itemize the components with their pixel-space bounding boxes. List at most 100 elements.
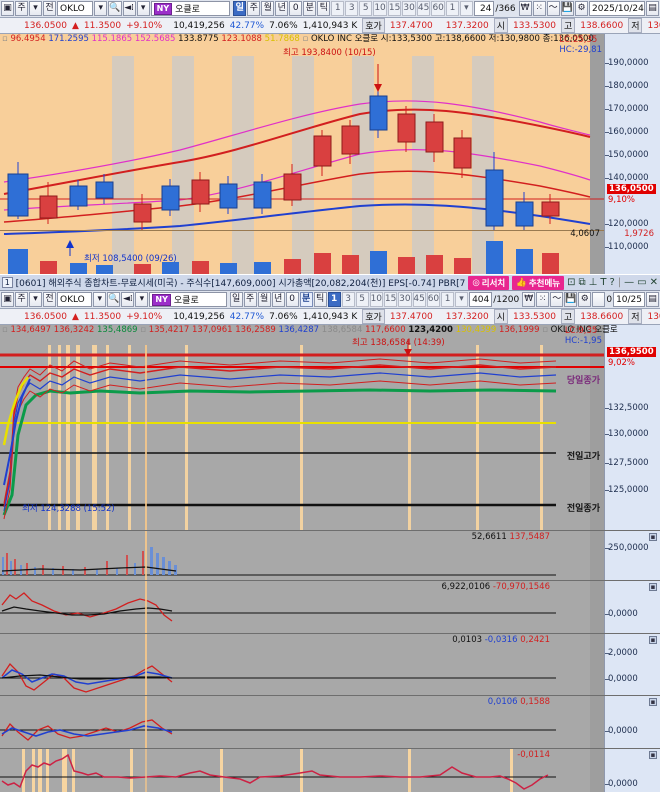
min-1[interactable]: 1 (331, 1, 345, 16)
timeframe-year[interactable]: 년 (271, 292, 285, 307)
dots-icon[interactable]: ⁙ (532, 1, 546, 16)
indicator-pane-2[interactable]: 0,0000 ▪ 6,922,0106 -70,970,1546 (0, 580, 660, 633)
restore-icon[interactable]: ⊡ (567, 277, 576, 288)
timeframe-week[interactable]: 주 (247, 1, 261, 16)
pane-value: 0,2421 (520, 635, 550, 645)
expand-icon[interactable]: ▪ (649, 636, 657, 644)
timeframe-zero[interactable]: 0 (289, 1, 303, 16)
pane-value: -0,0316 (484, 635, 518, 645)
min-1[interactable]: 1 (327, 292, 341, 307)
timeframe-day[interactable]: 일 (233, 1, 247, 16)
min-15[interactable]: 15 (387, 1, 402, 16)
window-icon[interactable]: ▣ (1, 1, 14, 16)
wave-icon[interactable]: 〜 (546, 1, 560, 16)
wave-icon[interactable]: 〜 (550, 292, 564, 307)
symbol-name-input[interactable]: NY 오클로 (149, 292, 227, 307)
chevron-down-icon[interactable]: ▾ (94, 1, 108, 16)
period-button[interactable]: 주 (15, 292, 28, 307)
all-button[interactable]: 전 (43, 1, 56, 16)
timeframe-minute[interactable]: 분 (299, 292, 313, 307)
research-button[interactable]: ◎ 리서치 (468, 275, 510, 290)
sound-icon[interactable]: ◄⁞ (122, 1, 136, 16)
chevron-down-icon[interactable]: ▾ (455, 292, 469, 307)
min-60[interactable]: 60 (426, 292, 441, 307)
timeframe-tick[interactable]: 틱 (313, 292, 327, 307)
expand-icon[interactable]: ▪ (649, 751, 657, 759)
chevron-down-icon[interactable]: ▾ (93, 292, 107, 307)
min-10[interactable]: 10 (369, 292, 383, 307)
chevron-down-icon[interactable]: ▾ (459, 1, 473, 16)
text-icon[interactable]: T (600, 277, 607, 288)
min-60[interactable]: 60 (431, 1, 445, 16)
min-15[interactable]: 15 (383, 292, 398, 307)
min-custom[interactable]: 1 (445, 1, 459, 16)
timeframe-month[interactable]: 월 (261, 1, 275, 16)
min-5[interactable]: 5 (355, 292, 369, 307)
close-icon[interactable]: ✕ (649, 277, 658, 288)
min-custom[interactable]: 1 (441, 292, 455, 307)
symbol-name-input[interactable]: NY 오클로 (150, 1, 231, 16)
volume-pane[interactable]: 250,0000 ▪ 52,6611 137,5487 (0, 530, 660, 580)
indicator-pane-5[interactable]: 0,0000 ▪ -0,0114 (0, 748, 660, 792)
min-10[interactable]: 10 (373, 1, 387, 16)
save-icon[interactable]: 💾 (560, 1, 574, 16)
min-30[interactable]: 30 (402, 1, 416, 16)
min-3[interactable]: 3 (345, 1, 359, 16)
chevron-down-icon[interactable]: ▾ (29, 1, 42, 16)
min-45[interactable]: 45 (416, 1, 431, 16)
currency-won-icon[interactable]: ₩ (522, 292, 536, 307)
minimize-icon[interactable]: — (624, 277, 635, 288)
maximize-icon[interactable]: ▭ (637, 277, 647, 288)
min-30[interactable]: 30 (398, 292, 412, 307)
gear-icon[interactable]: ⚙ (575, 1, 588, 16)
expand-icon[interactable]: ▪ (649, 533, 657, 541)
save-icon[interactable]: 💾 (564, 292, 578, 307)
date-input[interactable]: 2025/10/24 (589, 1, 645, 16)
timeframe-week[interactable]: 주 (243, 292, 257, 307)
period-button[interactable]: 주 (15, 1, 28, 16)
min-5[interactable]: 5 (359, 1, 373, 16)
daily-low-note: 최저 108,5400 (09/26) (84, 254, 177, 264)
hdr-val: 133.8775 (178, 34, 219, 44)
date-input[interactable]: 10/25 (613, 292, 645, 307)
recommend-menu-button[interactable]: 👍 추천메뉴 (512, 275, 565, 290)
indicator-pane-4[interactable]: 0,0000 ▪ 0,0106 0,1588 (0, 695, 660, 748)
bar-count-input[interactable]: 24 (473, 1, 495, 16)
quote-high: 138.6600 (580, 311, 624, 322)
timeframe-year[interactable]: 년 (275, 1, 289, 16)
indicator-pane-3[interactable]: 2,0000 0,0000 ▪ 0,0103 -0,0316 0,2421 (0, 633, 660, 695)
symbol-code-input[interactable]: OKLO (57, 292, 93, 307)
toggle-checkbox[interactable] (592, 292, 606, 307)
calendar-icon[interactable]: ▤ (646, 1, 659, 16)
cascade-icon[interactable]: ⧉ (578, 277, 586, 288)
bar-count-input[interactable]: 404 (469, 292, 493, 307)
gear-icon[interactable]: ⚙ (578, 292, 592, 307)
pane-header: 0,0106 0,1588 (488, 697, 550, 707)
sound-icon[interactable]: ◄⁞ (121, 292, 135, 307)
expand-icon[interactable]: ▪ (649, 698, 657, 706)
timeframe-zero[interactable]: 0 (285, 292, 299, 307)
window-icon[interactable]: ▣ (1, 292, 14, 307)
min-45[interactable]: 45 (412, 292, 426, 307)
pin-icon[interactable]: ⊥ (588, 277, 598, 288)
min-3[interactable]: 3 (341, 292, 355, 307)
chevron-down-icon[interactable]: ▾ (136, 1, 150, 16)
search-icon[interactable]: 🔍 (107, 292, 121, 307)
window-title-bar[interactable]: 1 [0601] 해외주식 종합차트-무료시세(미국) - 주식수[147,60… (0, 274, 660, 291)
symbol-code-input[interactable]: OKLO (57, 1, 94, 16)
timeframe-day[interactable]: 일 (229, 292, 243, 307)
expand-icon[interactable]: ▪ (649, 583, 657, 591)
daily-chart[interactable]: 190,0000 180,0000 170,0000 160,0000 150,… (0, 34, 660, 274)
currency-won-icon[interactable]: ₩ (518, 1, 532, 16)
dots-icon[interactable]: ⁙ (536, 292, 550, 307)
minute-chart[interactable]: 136,9500 9,02% 132,5000 130,0000 127,500… (0, 325, 660, 530)
timeframe-month[interactable]: 월 (257, 292, 271, 307)
help-icon[interactable]: ? (609, 277, 615, 288)
chevron-down-icon[interactable]: ▾ (135, 292, 149, 307)
search-icon[interactable]: 🔍 (108, 1, 122, 16)
timeframe-minute[interactable]: 분 (303, 1, 317, 16)
all-button[interactable]: 전 (43, 292, 56, 307)
chevron-down-icon[interactable]: ▾ (29, 292, 42, 307)
calendar-icon[interactable]: ▤ (646, 292, 659, 307)
timeframe-tick[interactable]: 틱 (317, 1, 331, 16)
